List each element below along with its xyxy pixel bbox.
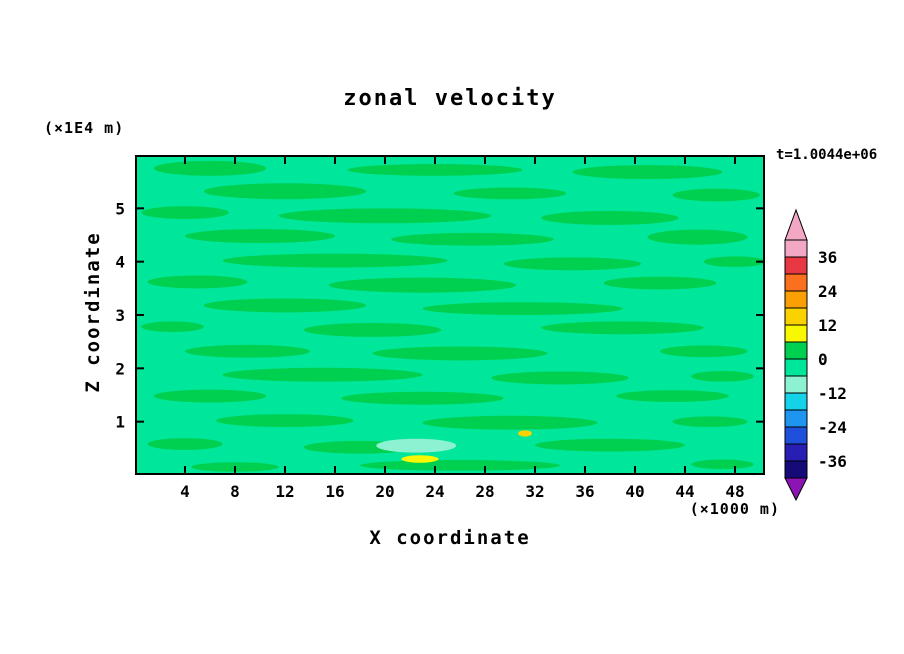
contour-blob	[360, 460, 560, 471]
colorbar-segment	[784, 443, 808, 462]
contour-blob	[222, 367, 423, 382]
colorbar-segment	[784, 256, 808, 275]
contour-blob	[141, 321, 204, 333]
contour-blob	[347, 164, 523, 176]
colorbar-segment	[784, 375, 808, 394]
contour-blob	[672, 188, 760, 202]
y-tick-label: 2	[115, 359, 125, 378]
colorbar-label: -36	[818, 452, 847, 471]
contour-field	[135, 155, 765, 475]
colorbar-segment	[784, 409, 808, 428]
colorbar-segment	[784, 290, 808, 309]
x-tick-label: 36	[575, 482, 594, 501]
contour-blob	[341, 391, 504, 405]
contour-blob	[647, 229, 748, 245]
contour-blob	[660, 345, 748, 358]
contour-blob	[572, 165, 723, 179]
contour-blob	[376, 438, 457, 453]
colorbar: 36 24 12 0 -12 -24 -36	[784, 208, 847, 502]
contour-blob	[691, 459, 754, 470]
contour-blob	[372, 346, 548, 361]
contour-blob	[391, 232, 554, 246]
x-tick-label: 48	[725, 482, 744, 501]
colorbar-segment	[784, 358, 808, 377]
contour-blob	[141, 206, 229, 220]
contour-blob	[203, 298, 367, 313]
x-axis-units-label: (×1000 m)	[689, 500, 780, 518]
contour-blob	[278, 208, 492, 224]
colorbar-label: -12	[818, 384, 847, 403]
x-tick-label: 44	[675, 482, 694, 501]
colorbar-label: 36	[818, 248, 837, 267]
colorbar-arrow-bottom	[784, 477, 808, 502]
contour-blob	[147, 275, 248, 289]
colorbar-label: 12	[818, 316, 837, 335]
contour-blob	[153, 389, 267, 403]
y-tick-label: 1	[115, 413, 125, 432]
timestamp-annotation: t=1.0044e+06	[776, 147, 878, 163]
contour-blob	[185, 229, 335, 243]
contour-blob	[672, 416, 748, 427]
colorbar-segment	[784, 460, 808, 479]
contour-blob	[503, 257, 642, 271]
colorbar-segment	[784, 341, 808, 360]
axis-ticks	[136, 156, 764, 474]
contour-blob	[491, 371, 629, 385]
x-tick-label: 24	[425, 482, 444, 501]
contour-blob	[616, 390, 729, 402]
contour-blob	[185, 344, 310, 358]
contour-blob	[541, 211, 679, 225]
contour-blob	[422, 415, 598, 430]
contour-blob	[703, 256, 765, 267]
colorbar-segment	[784, 392, 808, 411]
x-axis-title: X coordinate	[369, 527, 531, 549]
colorbar-label: -24	[818, 418, 847, 437]
y-tick-label: 3	[115, 306, 125, 325]
contour-blob	[422, 302, 623, 315]
contour-blob	[691, 371, 754, 382]
contour-blob	[216, 414, 354, 427]
x-tick-label: 16	[325, 482, 344, 501]
chart-title: zonal velocity	[343, 86, 557, 111]
colorbar-label: 24	[818, 282, 837, 301]
x-tick-label: 20	[375, 482, 394, 501]
colorbar-segment	[784, 307, 808, 326]
contour-blob	[541, 321, 704, 335]
colorbar-arrow-top	[784, 208, 808, 241]
colorbar-segment	[784, 239, 808, 258]
x-tick-label: 12	[275, 482, 294, 501]
y-tick-label: 5	[115, 199, 125, 218]
y-axis-units-label: (×1E4 m)	[44, 119, 125, 137]
x-tick-label: 32	[525, 482, 544, 501]
contour-blob	[303, 323, 442, 337]
contour-blob	[222, 253, 448, 268]
colorbar-segment	[784, 273, 808, 292]
contour-blob	[535, 438, 685, 452]
colorbar-segment	[784, 426, 808, 445]
x-tick-label: 28	[475, 482, 494, 501]
colorbar-label: 0	[818, 350, 828, 369]
contour-blob	[518, 430, 532, 437]
colorbar-segment	[784, 324, 808, 343]
contour-blob	[328, 277, 517, 293]
contour-blob	[453, 187, 567, 200]
y-tick-label: 4	[115, 253, 125, 272]
x-tick-label: 4	[180, 482, 190, 501]
contour-blob	[401, 455, 439, 463]
contour-blob	[203, 183, 367, 200]
y-axis-title: Z coordinate	[82, 231, 104, 393]
x-tick-label: 40	[625, 482, 644, 501]
contour-blob	[603, 276, 717, 290]
contour-blob	[153, 160, 267, 176]
contour-blob	[147, 438, 223, 450]
x-tick-label: 8	[230, 482, 240, 501]
